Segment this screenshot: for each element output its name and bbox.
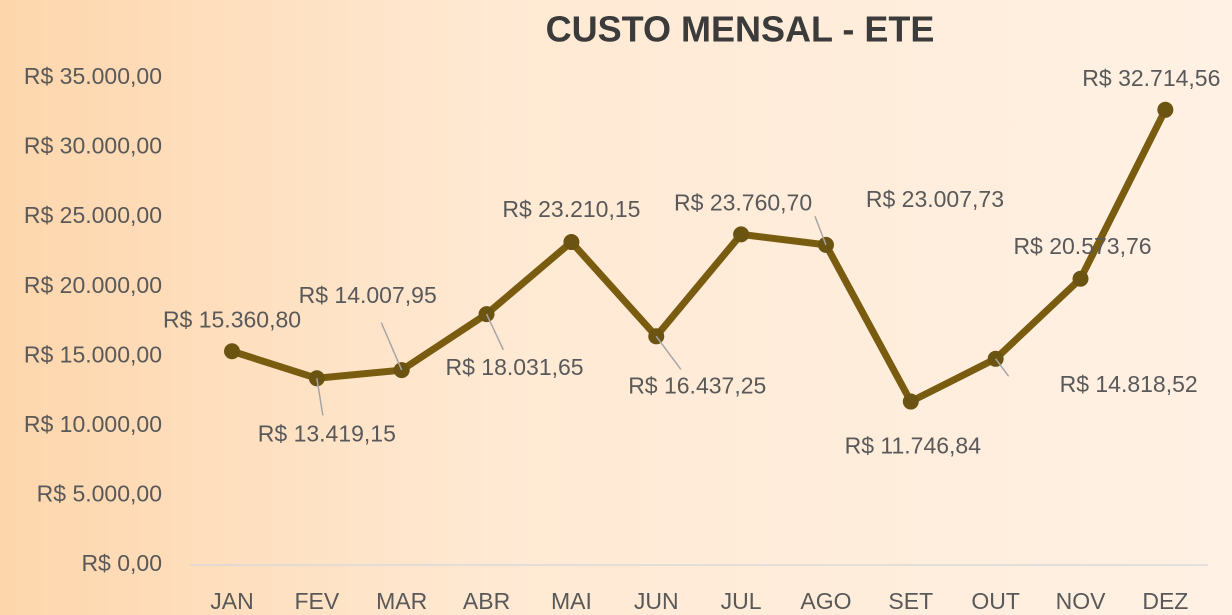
data-label: R$ 32.714,56 bbox=[1082, 65, 1220, 91]
y-tick-label: R$ 0,00 bbox=[81, 550, 162, 576]
x-tick-label: AGO bbox=[800, 588, 851, 614]
marker bbox=[902, 393, 919, 410]
leader-line bbox=[485, 313, 505, 351]
y-tick-label: R$ 10.000,00 bbox=[24, 411, 162, 437]
marker bbox=[733, 226, 750, 243]
data-label: R$ 20.573,76 bbox=[1013, 233, 1151, 259]
marker bbox=[1157, 101, 1174, 118]
marker bbox=[224, 343, 240, 360]
data-label: R$ 15.360,80 bbox=[163, 306, 301, 332]
data-label: R$ 23.210,15 bbox=[502, 196, 640, 222]
leader-line bbox=[655, 335, 682, 370]
y-tick-label: R$ 5.000,00 bbox=[37, 481, 162, 507]
x-tick-label: JAN bbox=[210, 588, 253, 614]
data-label: R$ 14.007,95 bbox=[299, 282, 437, 308]
chart-title: CUSTO MENSAL - ETE bbox=[546, 9, 935, 50]
leader-line bbox=[814, 215, 827, 246]
x-tick-label: JUN bbox=[634, 588, 679, 614]
x-tick-label: DEZ bbox=[1142, 588, 1188, 614]
marker bbox=[1072, 270, 1089, 287]
x-tick-label: ABR bbox=[463, 588, 510, 614]
x-tick-label: FEV bbox=[294, 588, 339, 614]
x-tick-label: NOV bbox=[1056, 588, 1107, 614]
y-tick-label: R$ 35.000,00 bbox=[24, 63, 162, 89]
data-label: R$ 14.818,52 bbox=[1060, 371, 1198, 397]
y-tick-label: R$ 15.000,00 bbox=[24, 341, 162, 367]
x-tick-label: MAR bbox=[376, 588, 427, 614]
data-label: R$ 16.437,25 bbox=[628, 372, 766, 398]
leader-line bbox=[380, 322, 403, 371]
x-tick-label: MAI bbox=[551, 588, 592, 614]
y-tick-label: R$ 30.000,00 bbox=[24, 133, 162, 159]
data-label: R$ 13.419,15 bbox=[258, 420, 396, 446]
y-tick-label: R$ 20.000,00 bbox=[24, 272, 162, 298]
leader-line bbox=[995, 358, 1010, 377]
data-label: R$ 23.760,70 bbox=[674, 189, 812, 215]
x-tick-label: SET bbox=[888, 588, 933, 614]
marker bbox=[563, 234, 580, 251]
x-tick-label: OUT bbox=[971, 588, 1020, 614]
data-label: R$ 11.746,84 bbox=[845, 433, 982, 459]
data-label: R$ 18.031,65 bbox=[445, 354, 583, 380]
line bbox=[230, 108, 1169, 406]
y-tick-label: R$ 25.000,00 bbox=[24, 202, 162, 228]
data-label: R$ 23.007,73 bbox=[866, 186, 1004, 212]
leader-line bbox=[316, 378, 324, 416]
x-tick-label: JUL bbox=[721, 588, 762, 614]
